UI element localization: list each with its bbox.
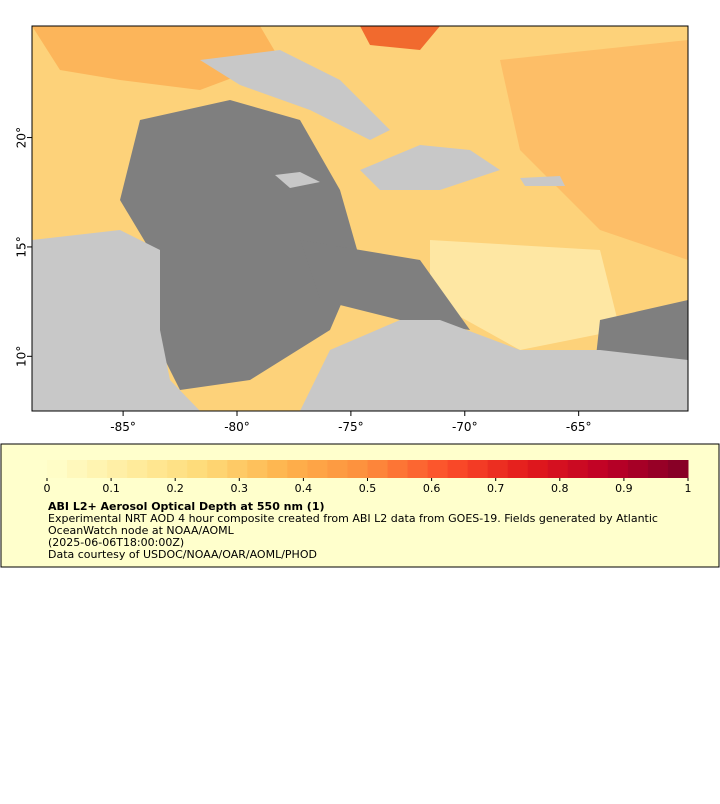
- colorbar-tick-label: 0.2: [166, 482, 184, 495]
- colorbar-cell: [167, 460, 188, 478]
- land: [300, 320, 688, 411]
- x-tick-label: -85°: [110, 420, 136, 434]
- colorbar-cell: [227, 460, 248, 478]
- colorbar-cell: [247, 460, 268, 478]
- land: [275, 172, 320, 188]
- colorbar-cell: [287, 460, 308, 478]
- colorbar-cell: [127, 460, 148, 478]
- colorbar-cell: [547, 460, 569, 478]
- colorbar-cell: [467, 460, 489, 478]
- map-frame: [31, 25, 689, 412]
- colorbar-tick-label: 0.1: [102, 482, 120, 495]
- aerosol-patch: [360, 26, 440, 50]
- x-tick-label: -75°: [338, 420, 364, 434]
- colorbar-cell: [587, 460, 609, 478]
- colorbar-tick-label: 0.3: [231, 482, 249, 495]
- colorbar-cell: [267, 460, 288, 478]
- aerosol-patch: [430, 240, 620, 350]
- y-tick-label: 15°: [15, 236, 29, 257]
- colorbar-cell: [647, 460, 669, 478]
- cloud-area: [300, 240, 470, 330]
- colorbar-tick-label: 0.9: [615, 482, 633, 495]
- colorbar-cell: [427, 460, 449, 478]
- colorbar-cell: [367, 460, 389, 478]
- axes: -85° -80° -75° -70° -65° 10° 15° 20°: [15, 127, 592, 434]
- colorbar-cell: [327, 460, 348, 478]
- colorbar-tick-label: 0: [44, 482, 51, 495]
- map: [32, 26, 688, 411]
- colorbar-cell: [47, 460, 68, 478]
- colorbar-cell: [207, 460, 228, 478]
- colorbar-tick-label: 0.8: [551, 482, 569, 495]
- colorbar-cell: [67, 460, 88, 478]
- colorbar-cell: [567, 460, 589, 478]
- colorbar-cell: [147, 460, 168, 478]
- colorbar-cell: [387, 460, 409, 478]
- legend-note: Experimental NRT AOD 4 hour composite cr…: [48, 512, 658, 525]
- legend: ABI L2+ Aerosol Optical Depth at 550 nm …: [44, 460, 692, 561]
- legend-note: (2025-06-06T18:00:00Z): [48, 536, 184, 549]
- colorbar-cell: [187, 460, 208, 478]
- colorbar-cell: [107, 460, 128, 478]
- legend-note: OceanWatch node at NOAA/AOML: [48, 524, 235, 537]
- colorbar-cell: [607, 460, 629, 478]
- colorbar-tick-label: 0.6: [423, 482, 441, 495]
- colorbar-cell: [487, 460, 509, 478]
- colorbar-cell: [627, 460, 649, 478]
- aerosol-patch: [32, 26, 280, 90]
- land: [32, 230, 200, 411]
- colorbar-cell: [667, 460, 689, 478]
- colorbar-tick-label: 0.5: [359, 482, 377, 495]
- colorbar-tick-label: 0.4: [295, 482, 313, 495]
- aerosol-patch: [500, 40, 688, 260]
- y-tick-label: 10°: [15, 346, 29, 367]
- y-tick-label: 20°: [15, 127, 29, 148]
- colorbar-cell: [527, 460, 549, 478]
- colorbar-cell: [407, 460, 429, 478]
- colorbar-cell: [87, 460, 108, 478]
- colorbar-cell: [307, 460, 328, 478]
- colorbar-cell: [347, 460, 368, 478]
- x-tick-label: -70°: [452, 420, 478, 434]
- colorbar-cell: [507, 460, 529, 478]
- legend-note: Data courtesy of USDOC/NOAA/OAR/AOML/PHO…: [48, 548, 317, 561]
- colorbar-tick-label: 1: [685, 482, 692, 495]
- legend-title: ABI L2+ Aerosol Optical Depth at 550 nm …: [48, 500, 325, 513]
- land: [200, 50, 390, 140]
- land: [520, 176, 565, 186]
- x-tick-label: -65°: [566, 420, 592, 434]
- colorbar-tick-label: 0.7: [487, 482, 505, 495]
- colorbar-cell: [447, 460, 469, 478]
- land: [360, 145, 500, 190]
- x-tick-label: -80°: [224, 420, 250, 434]
